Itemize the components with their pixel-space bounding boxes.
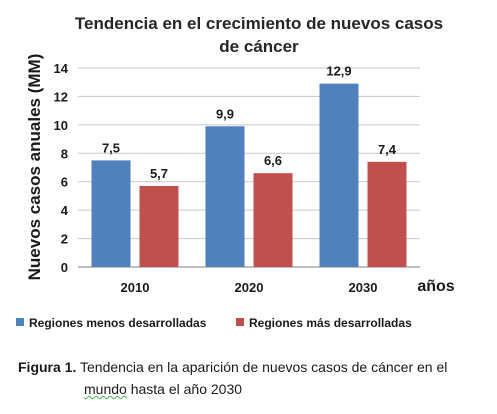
chart-title-line-2: de cáncer — [219, 37, 299, 56]
legend-label-menos: Regiones menos desarrolladas — [29, 316, 207, 330]
data-label-2030-series-0: 12,9 — [326, 64, 351, 79]
y-tick-14: 14 — [54, 61, 69, 76]
y-axis-label: Nuevos casos anuales (MM) — [25, 54, 44, 281]
data-label-2020-series-0: 9,9 — [216, 106, 234, 121]
y-tick-6: 6 — [61, 175, 68, 190]
legend-swatch-mas — [236, 318, 244, 326]
caption-text-line-2-first: mundo — [84, 381, 127, 397]
x-tick-2030: 2030 — [349, 280, 378, 295]
legend-label-mas: Regiones más desarrolladas — [249, 316, 412, 330]
data-label-2010-series-1: 5,7 — [150, 166, 168, 181]
x-tick-2020: 2020 — [235, 280, 264, 295]
bar-2030-series-1 — [367, 161, 407, 267]
bar-2010-series-0 — [91, 160, 131, 267]
bar-2030-series-0 — [319, 83, 359, 267]
x-axis-label: años — [417, 278, 454, 295]
data-label-2010-series-0: 7,5 — [102, 140, 120, 155]
y-tick-10: 10 — [54, 118, 68, 133]
chart-title-line-1: Tendencia en el crecimiento de nuevos ca… — [75, 14, 443, 33]
bar-2020-series-1 — [253, 173, 293, 267]
legend-swatch-menos — [16, 318, 24, 326]
figure-label: Figura 1. — [18, 359, 77, 375]
gridlines — [78, 67, 420, 268]
caption-text-line-2-rest: hasta el año 2030 — [126, 381, 243, 397]
y-tick-12: 12 — [54, 89, 68, 104]
data-label-2020-series-1: 6,6 — [264, 153, 282, 168]
x-tick-labels: 2010 2020 2030 — [121, 280, 378, 295]
bar-2020-series-0 — [205, 126, 245, 268]
chart: Tendencia en el crecimiento de nuevos ca… — [16, 14, 455, 330]
caption-text-line-1: Tendencia en la aparición de nuevos caso… — [80, 359, 448, 375]
y-tick-8: 8 — [61, 146, 68, 161]
x-tick-2010: 2010 — [121, 280, 150, 295]
y-tick-labels: 0 2 4 6 8 10 12 14 — [54, 61, 69, 275]
y-tick-4: 4 — [61, 203, 69, 218]
y-tick-2: 2 — [61, 232, 68, 247]
data-label-2030-series-1: 7,4 — [378, 142, 397, 157]
y-tick-0: 0 — [61, 260, 68, 275]
bars — [91, 83, 407, 268]
legend: Regiones menos desarrolladas Regiones má… — [16, 316, 412, 330]
data-labels: 7,5 5,7 9,9 6,6 12,9 7,4 — [102, 64, 397, 181]
bar-2010-series-1 — [139, 185, 179, 267]
figure-caption: Figura 1. Tendencia en la aparición de n… — [18, 356, 484, 400]
